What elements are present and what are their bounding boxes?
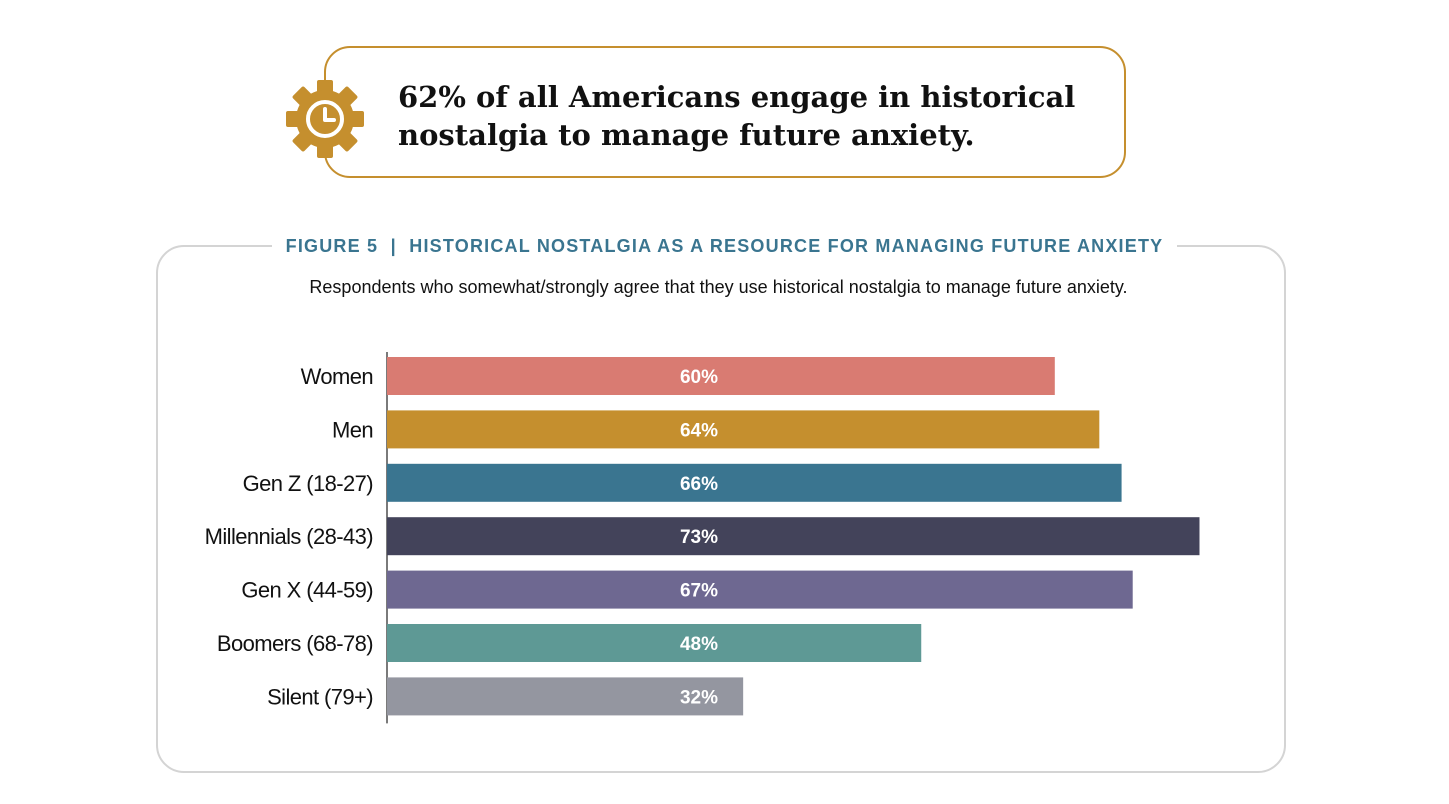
callout-headline: 62% of all Americans engage in historica… <box>398 78 1098 154</box>
bar <box>387 677 744 716</box>
data-label: 64% <box>680 420 718 441</box>
data-label: 48% <box>680 634 718 655</box>
category-label: Women <box>301 364 373 389</box>
bar <box>387 410 1100 449</box>
callout-line-1: 62% of all Americans engage in historica… <box>398 80 1076 114</box>
data-label: 66% <box>680 474 718 495</box>
data-label: 67% <box>680 581 718 602</box>
gear-clock-icon <box>286 80 364 158</box>
bar <box>387 517 1200 556</box>
callout-box <box>324 46 1126 178</box>
callout-line-2: nostalgia to manage future anxiety. <box>398 118 975 152</box>
figure-title-row: FIGURE 5 | HISTORICAL NOSTALGIA AS A RES… <box>0 234 1449 258</box>
category-label: Gen X (44-59) <box>241 578 373 603</box>
category-label: Silent (79+) <box>267 684 373 709</box>
data-label: 32% <box>680 687 718 708</box>
category-label: Boomers (68-78) <box>217 631 373 656</box>
figure-subtitle: Respondents who somewhat/strongly agree … <box>309 277 1128 297</box>
bar <box>387 357 1055 395</box>
category-label: Millennials (28-43) <box>205 524 373 549</box>
data-label: 73% <box>680 527 718 548</box>
bar <box>387 624 922 662</box>
bar <box>387 570 1133 609</box>
data-label: 60% <box>680 367 718 388</box>
category-label: Men <box>332 417 373 442</box>
bar <box>387 463 1122 502</box>
category-label: Gen Z (18-27) <box>243 471 373 496</box>
figure-title: FIGURE 5 | HISTORICAL NOSTALGIA AS A RES… <box>271 236 1178 256</box>
